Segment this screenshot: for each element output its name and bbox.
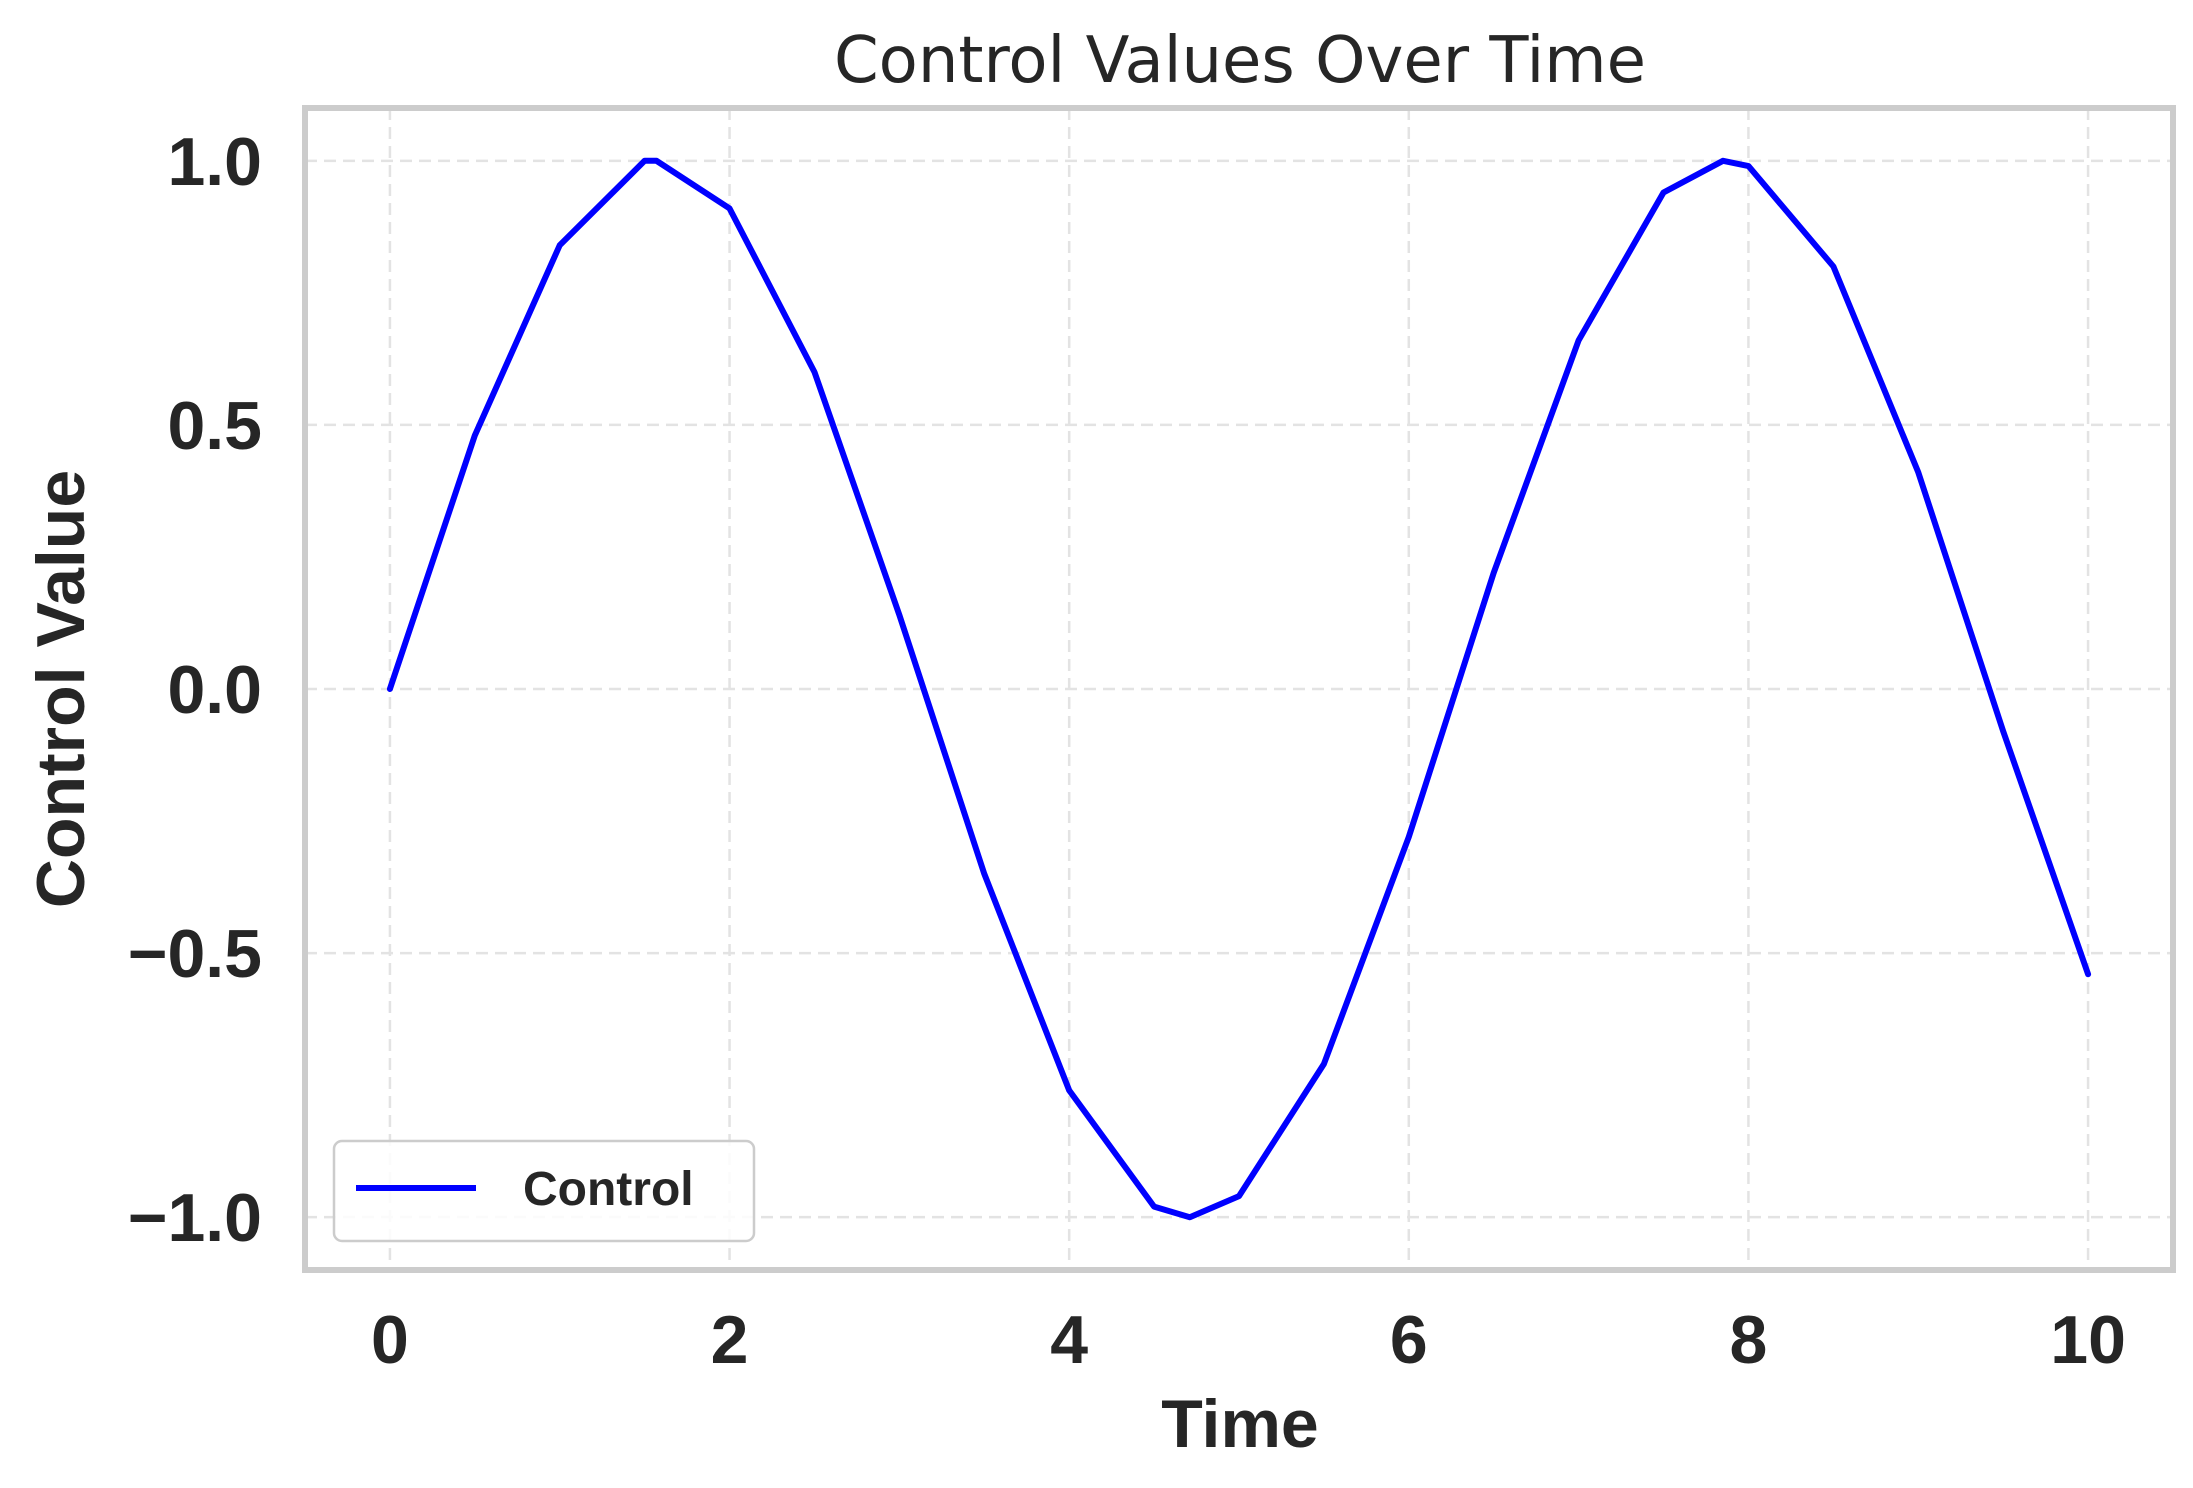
y-tick-labels: −1.0 −0.5 0.0 0.5 1.0 bbox=[128, 124, 262, 1256]
y-tick-label: 0.5 bbox=[167, 388, 262, 464]
x-tick-label: 4 bbox=[1050, 1302, 1088, 1378]
plot-frame bbox=[302, 105, 2176, 1273]
x-tick-labels: 0 2 4 6 8 10 bbox=[371, 1302, 2126, 1378]
x-axis-label: Time bbox=[1161, 1386, 1318, 1462]
y-tick-label: −1.0 bbox=[128, 1180, 262, 1256]
chart-title: Control Values Over Time bbox=[834, 24, 1646, 98]
legend: Control bbox=[332, 1139, 756, 1243]
x-tick-label: 2 bbox=[711, 1302, 749, 1378]
x-tick-label: 8 bbox=[1730, 1302, 1768, 1378]
y-tick-label: 1.0 bbox=[167, 124, 262, 200]
legend-label-control: Control bbox=[523, 1163, 694, 1216]
y-tick-label: 0.0 bbox=[167, 652, 262, 728]
x-tick-label: 6 bbox=[1390, 1302, 1428, 1378]
x-tick-label: 0 bbox=[371, 1302, 409, 1378]
series-line-control bbox=[386, 157, 2092, 1221]
y-axis-label: Control Value bbox=[23, 470, 99, 908]
y-tick-label: −0.5 bbox=[128, 916, 262, 992]
x-tick-label: 10 bbox=[2050, 1302, 2126, 1378]
legend-box bbox=[332, 1139, 756, 1243]
